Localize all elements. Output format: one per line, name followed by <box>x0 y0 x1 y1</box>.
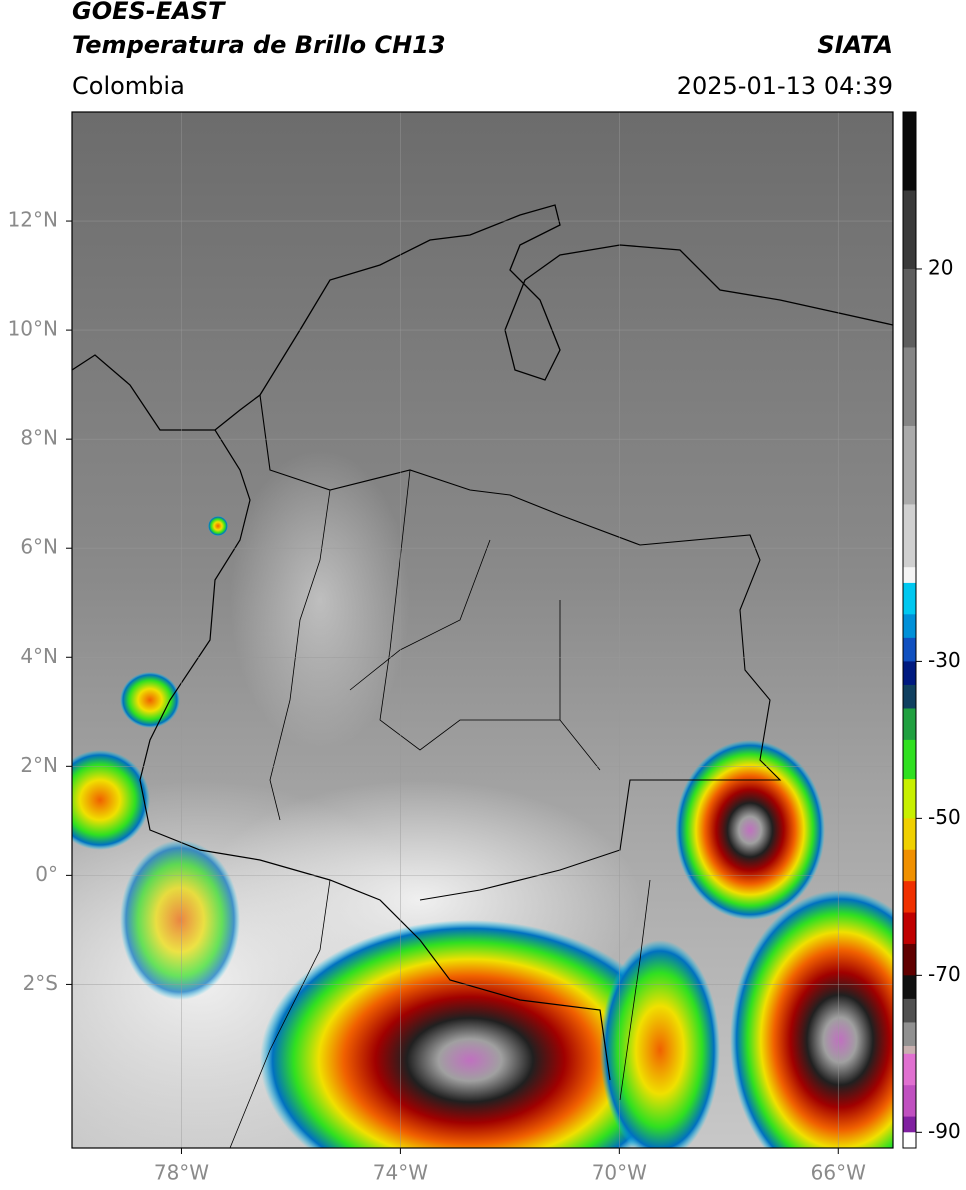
colorbar-segment <box>903 943 916 976</box>
colorbar-segment <box>903 661 916 686</box>
colorbar-segment <box>903 708 916 741</box>
colorbar-segment <box>903 1085 916 1118</box>
colorbar-segment <box>903 1045 916 1055</box>
product-title: Temperatura de Brillo CH13 <box>72 31 446 59</box>
x-tick-label: 66°W <box>811 1161 866 1185</box>
colorbar-segment <box>903 504 916 568</box>
x-tick-label: 74°W <box>373 1161 428 1185</box>
colorbar-segment <box>903 1116 916 1133</box>
colorbar-segment <box>903 268 916 348</box>
colorbar-segment <box>903 582 916 615</box>
colorbar-segment <box>903 881 916 914</box>
datetime-label: 2025-01-13 04:39 <box>677 72 893 100</box>
map-image <box>72 112 893 1148</box>
colorbar-tick-label: -30 <box>928 648 961 672</box>
colorbar-segment <box>903 190 916 270</box>
y-tick-label: 12°N <box>8 208 58 232</box>
colorbar-segment <box>903 1053 916 1086</box>
y-tick-label: 10°N <box>8 317 58 341</box>
colorbar-frame <box>902 111 917 1149</box>
colorbar-segment <box>903 818 916 851</box>
y-tick-label: 2°S <box>23 971 58 995</box>
x-tick-label: 70°W <box>592 1161 647 1185</box>
colorbar-segment <box>903 998 916 1023</box>
colorbar-tick-label: 20 <box>928 255 953 279</box>
colorbar-segment <box>903 739 916 780</box>
colorbar-segment <box>903 849 916 882</box>
colorbar-segment <box>903 637 916 662</box>
colorbar-segment <box>903 912 916 945</box>
colorbar-segment <box>903 567 916 584</box>
y-tick-label: 8°N <box>20 426 58 450</box>
colorbar-tick-label: -70 <box>928 962 961 986</box>
y-tick-label: 4°N <box>20 644 58 668</box>
colorbar-segment <box>903 1022 916 1047</box>
map-frame <box>71 111 894 1149</box>
source-label: SIATA <box>817 31 893 59</box>
satellite-title: GOES-EAST <box>72 0 226 25</box>
colorbar-segment <box>903 684 916 709</box>
graticule <box>72 112 893 1148</box>
colorbar-segment <box>903 347 916 427</box>
x-tick-label: 78°W <box>154 1161 209 1185</box>
y-tick-label: 2°N <box>20 753 58 777</box>
colorbar-segment <box>903 1132 916 1149</box>
colorbar-tick-label: -50 <box>928 805 961 829</box>
colorbar-segment <box>903 779 916 819</box>
y-tick-label: 0° <box>35 862 58 886</box>
region-label: Colombia <box>72 72 185 100</box>
colorbar-segment <box>903 975 916 1000</box>
colorbar-segment <box>903 614 916 639</box>
y-tick-label: 6°N <box>20 535 58 559</box>
colorbar: 20 -30 -50 -70 -90 <box>902 111 961 1149</box>
colorbar-segment <box>903 112 916 191</box>
colorbar-tick-label: -90 <box>928 1119 961 1143</box>
colorbar-segment <box>903 425 916 505</box>
